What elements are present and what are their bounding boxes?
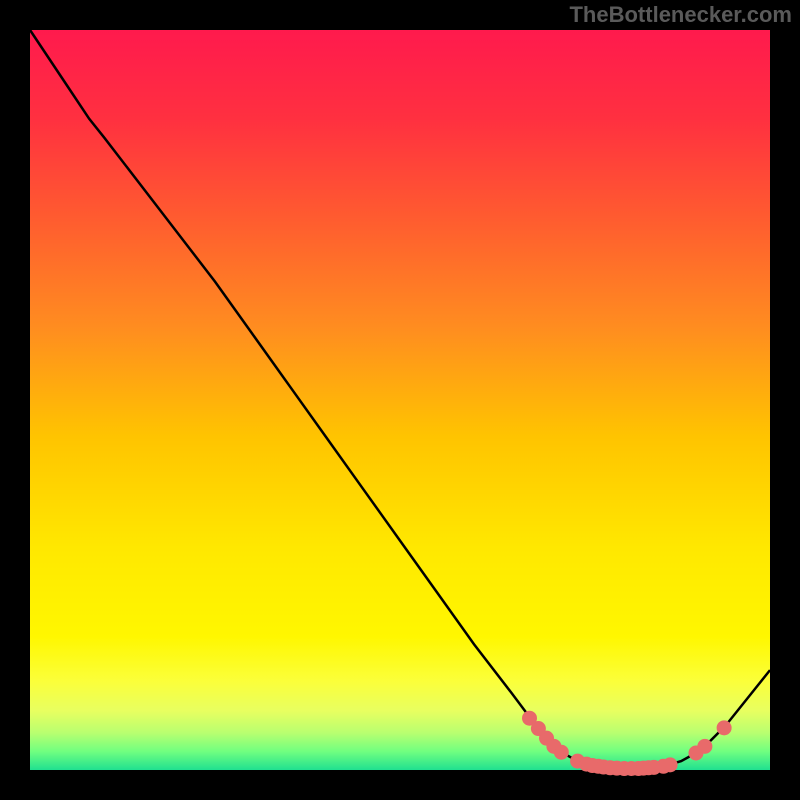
chart-container: TheBottlenecker.com (0, 0, 800, 800)
data-marker (663, 758, 677, 772)
data-marker (717, 721, 731, 735)
plot-background (30, 30, 770, 770)
chart-svg (0, 0, 800, 800)
data-marker (554, 745, 568, 759)
data-marker (698, 739, 712, 753)
watermark-text: TheBottlenecker.com (569, 2, 792, 28)
